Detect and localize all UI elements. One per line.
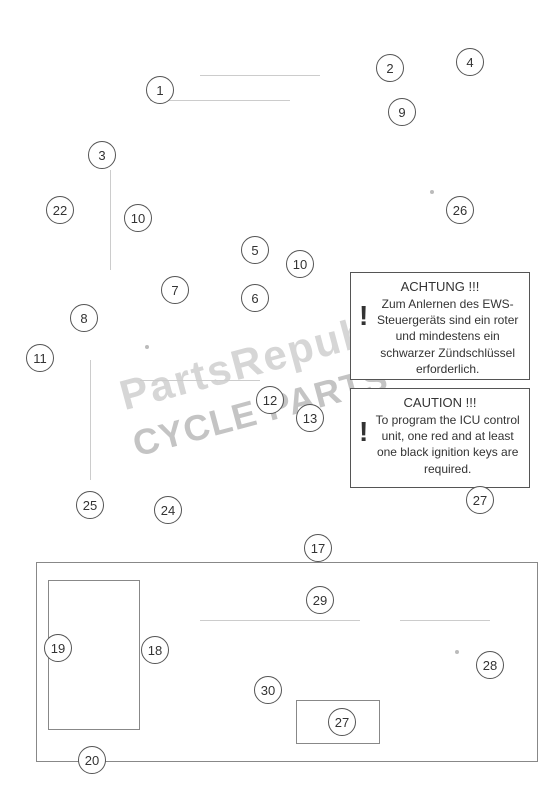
callout-6: 6 <box>241 284 269 312</box>
callout-2: 2 <box>376 54 404 82</box>
faint-dot <box>145 345 149 349</box>
note-text: Zum Anlernen des EWS-Steuergeräts sind e… <box>374 296 521 377</box>
diagram-canvas: PartsRepublik CYCLE PARTS ACHTUNG !!!!Zu… <box>0 0 553 800</box>
callout-8: 8 <box>70 304 98 332</box>
callout-18: 18 <box>141 636 169 664</box>
callout-25: 25 <box>76 491 104 519</box>
callout-1: 1 <box>146 76 174 104</box>
caution-note-de: ACHTUNG !!!!Zum Anlernen des EWS-Steuerg… <box>350 272 530 380</box>
note-title: ACHTUNG !!! <box>359 279 521 294</box>
faint-line <box>200 75 320 76</box>
callout-17: 17 <box>304 534 332 562</box>
callout-27: 27 <box>328 708 356 736</box>
callout-11: 11 <box>26 344 54 372</box>
note-body: !To program the ICU control unit, one re… <box>359 412 521 477</box>
faint-line <box>150 100 290 101</box>
exclamation-icon: ! <box>359 302 368 330</box>
callout-26: 26 <box>446 196 474 224</box>
callout-5: 5 <box>241 236 269 264</box>
callout-7: 7 <box>161 276 189 304</box>
callout-29: 29 <box>306 586 334 614</box>
faint-line <box>110 170 111 270</box>
callout-4: 4 <box>456 48 484 76</box>
callout-22: 22 <box>46 196 74 224</box>
callout-13: 13 <box>296 404 324 432</box>
callout-9: 9 <box>388 98 416 126</box>
callout-10: 10 <box>124 204 152 232</box>
callout-28: 28 <box>476 651 504 679</box>
callout-24: 24 <box>154 496 182 524</box>
callout-30: 30 <box>254 676 282 704</box>
note-title: CAUTION !!! <box>359 395 521 410</box>
note-text: To program the ICU control unit, one red… <box>374 412 521 477</box>
callout-10: 10 <box>286 250 314 278</box>
faint-line <box>90 360 91 480</box>
callout-19: 19 <box>44 634 72 662</box>
callout-20: 20 <box>78 746 106 774</box>
faint-dot <box>430 190 434 194</box>
exclamation-icon: ! <box>359 418 368 446</box>
faint-line <box>140 380 260 381</box>
callout-27: 27 <box>466 486 494 514</box>
caution-note-en: CAUTION !!!!To program the ICU control u… <box>350 388 530 488</box>
callout-3: 3 <box>88 141 116 169</box>
note-body: !Zum Anlernen des EWS-Steuergeräts sind … <box>359 296 521 377</box>
callout-12: 12 <box>256 386 284 414</box>
